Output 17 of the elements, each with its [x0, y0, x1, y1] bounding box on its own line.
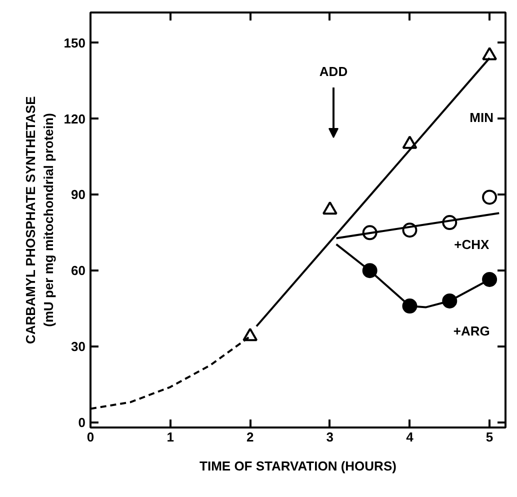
y-tick-label: 150: [64, 35, 86, 50]
annotation: ADD: [319, 64, 348, 79]
y-tick-label: 120: [64, 111, 86, 126]
x-tick-label: 5: [486, 430, 494, 444]
series-label: +ARG: [453, 323, 490, 338]
y-tick-label: 30: [71, 339, 86, 354]
x-tick-label: 3: [326, 430, 334, 444]
series-label: +CHX: [454, 237, 490, 252]
y-tick-label: 90: [71, 187, 86, 202]
y-axis-title: CARBAMYL PHOSPHATE SYNTHETASE (mU per mg mitochondrial protein): [22, 96, 56, 344]
x-tick-label: 4: [406, 430, 414, 444]
x-tick-label: 1: [166, 430, 174, 444]
y-tick-label: 0: [78, 414, 86, 430]
legend-label: MIN: [470, 110, 494, 126]
x-tick-label: 2: [246, 430, 254, 444]
y-tick-label: 60: [71, 263, 86, 278]
x-axis-title: TIME OF STARVATION (HOURS): [200, 458, 396, 474]
